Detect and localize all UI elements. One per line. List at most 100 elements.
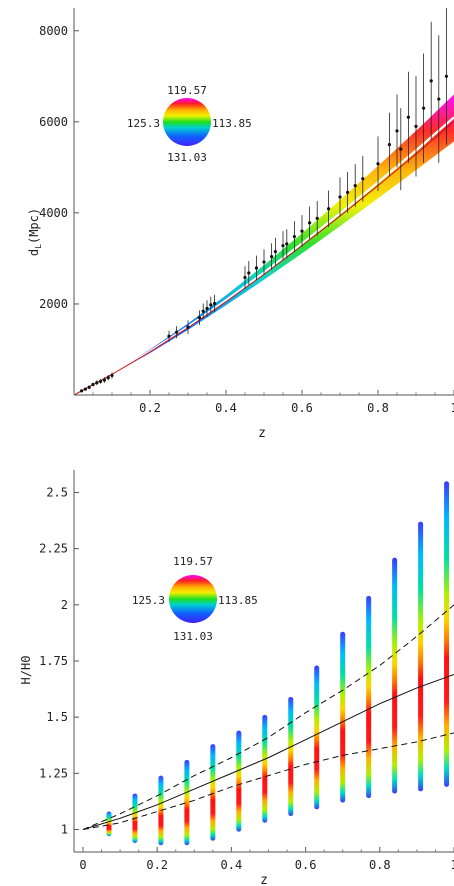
bottom-xlabel: z: [260, 873, 268, 886]
data-points: [80, 8, 448, 393]
data-point: [209, 303, 213, 307]
x-tick-label: 0.4: [221, 858, 243, 872]
data-point: [87, 385, 91, 389]
x-tick-label: 0.6: [291, 401, 313, 415]
y-tick-label: 2: [61, 598, 68, 612]
data-point: [205, 306, 209, 311]
data-point: [399, 147, 403, 151]
data-point: [213, 301, 217, 306]
data-point: [243, 275, 247, 280]
bottom-axes: 0 0.2 0.4 0.6 0.8 1 1 1.25 1.5 1.75 2 2.25 2.5: [39, 470, 454, 872]
y-tick-label: 6000: [39, 115, 68, 129]
data-point: [300, 229, 304, 233]
y-tick-label: 2.25: [39, 542, 68, 556]
data-point: [186, 325, 190, 329]
data-point: [95, 381, 99, 385]
x-tick-label: 1: [450, 401, 454, 415]
data-point: [270, 254, 274, 259]
y-tick-label: 4000: [39, 206, 68, 220]
data-point: [353, 183, 357, 188]
colored-bar: [262, 714, 268, 823]
data-point: [247, 271, 251, 275]
colored-bars: [106, 481, 450, 846]
solid-line: [82, 674, 454, 831]
x-tick-label: 1: [450, 858, 454, 872]
data-point: [437, 97, 441, 101]
x-tick-label: 0.2: [146, 858, 168, 872]
colored-bar: [288, 696, 294, 817]
bottom-ylabel: H/H0: [19, 656, 33, 685]
top-xlabel: z: [258, 426, 266, 441]
data-point: [338, 195, 342, 199]
colored-bar: [340, 631, 346, 803]
y-tick-label: 2.5: [46, 485, 68, 499]
legend-right-label: 113.85: [212, 117, 252, 130]
top-ylabel: dL(Mpc): [27, 208, 43, 256]
legend-bottom-label: 131.03: [173, 630, 213, 643]
legend-top-label: 119.57: [173, 555, 213, 568]
data-point: [414, 124, 418, 128]
data-point: [102, 378, 106, 382]
legend-right-label: 113.85: [218, 594, 258, 607]
data-point: [315, 216, 319, 220]
y-tick-label: 2000: [39, 297, 68, 311]
y-tick-label: 1.25: [39, 766, 68, 780]
colored-bar: [444, 481, 450, 787]
data-point: [167, 334, 171, 338]
data-point: [106, 376, 110, 380]
y-tick-label: 8000: [39, 24, 68, 38]
x-tick-label: 0.2: [139, 401, 161, 415]
y-tick-label: 1.5: [46, 710, 68, 724]
top-chart: 0.20.40.60.812000400060008000 dL(Mpc) z …: [27, 8, 454, 441]
data-point: [387, 142, 391, 147]
color-wheel-icon: [163, 98, 211, 146]
colored-bar: [184, 759, 190, 846]
data-point: [197, 316, 201, 320]
x-tick-label: 0.8: [369, 858, 391, 872]
colored-bar: [314, 665, 320, 810]
x-tick-label: 0.4: [215, 401, 237, 415]
data-point: [429, 79, 433, 83]
colored-bar: [366, 595, 372, 799]
legend-top-label: 119.57: [167, 84, 207, 97]
x-tick-label: 0.6: [295, 858, 317, 872]
legend-bottom-label: 131.03: [167, 151, 207, 164]
data-point: [254, 266, 258, 270]
colored-bar: [392, 557, 398, 794]
model-lines: [82, 604, 454, 831]
data-point: [444, 74, 448, 78]
data-point: [346, 190, 350, 194]
dashed-line: [82, 732, 454, 831]
color-wheel-icon: [169, 575, 217, 623]
data-point: [99, 379, 103, 383]
legend-left-label: 125.3: [132, 594, 165, 607]
data-point: [201, 309, 205, 313]
data-point: [83, 387, 87, 391]
data-point: [361, 177, 365, 181]
data-point: [285, 242, 289, 246]
data-point: [422, 106, 426, 110]
dashed-line: [82, 604, 454, 830]
y-tick-label: 1.75: [39, 654, 68, 668]
data-point: [273, 249, 277, 254]
x-tick-label: 0.8: [367, 401, 389, 415]
data-point: [91, 382, 95, 387]
colored-bar: [210, 744, 216, 841]
data-point: [376, 162, 380, 166]
data-point: [308, 221, 312, 225]
colored-bar: [236, 730, 242, 832]
colored-bar: [418, 521, 424, 792]
data-point: [281, 244, 285, 248]
data-point: [395, 129, 399, 133]
data-point: [292, 234, 296, 239]
data-point: [262, 260, 266, 264]
data-point: [327, 207, 331, 211]
color-wheel-legend: 119.57 125.3 113.85 131.03: [132, 555, 258, 643]
data-point: [406, 115, 410, 119]
legend-left-label: 125.3: [127, 117, 160, 130]
colored-bar: [106, 811, 112, 837]
y-tick-label: 1: [61, 823, 68, 837]
top-axes: 0.2 0.4 0.6 0.8 1 2000 4000 6000 8000: [39, 8, 454, 415]
